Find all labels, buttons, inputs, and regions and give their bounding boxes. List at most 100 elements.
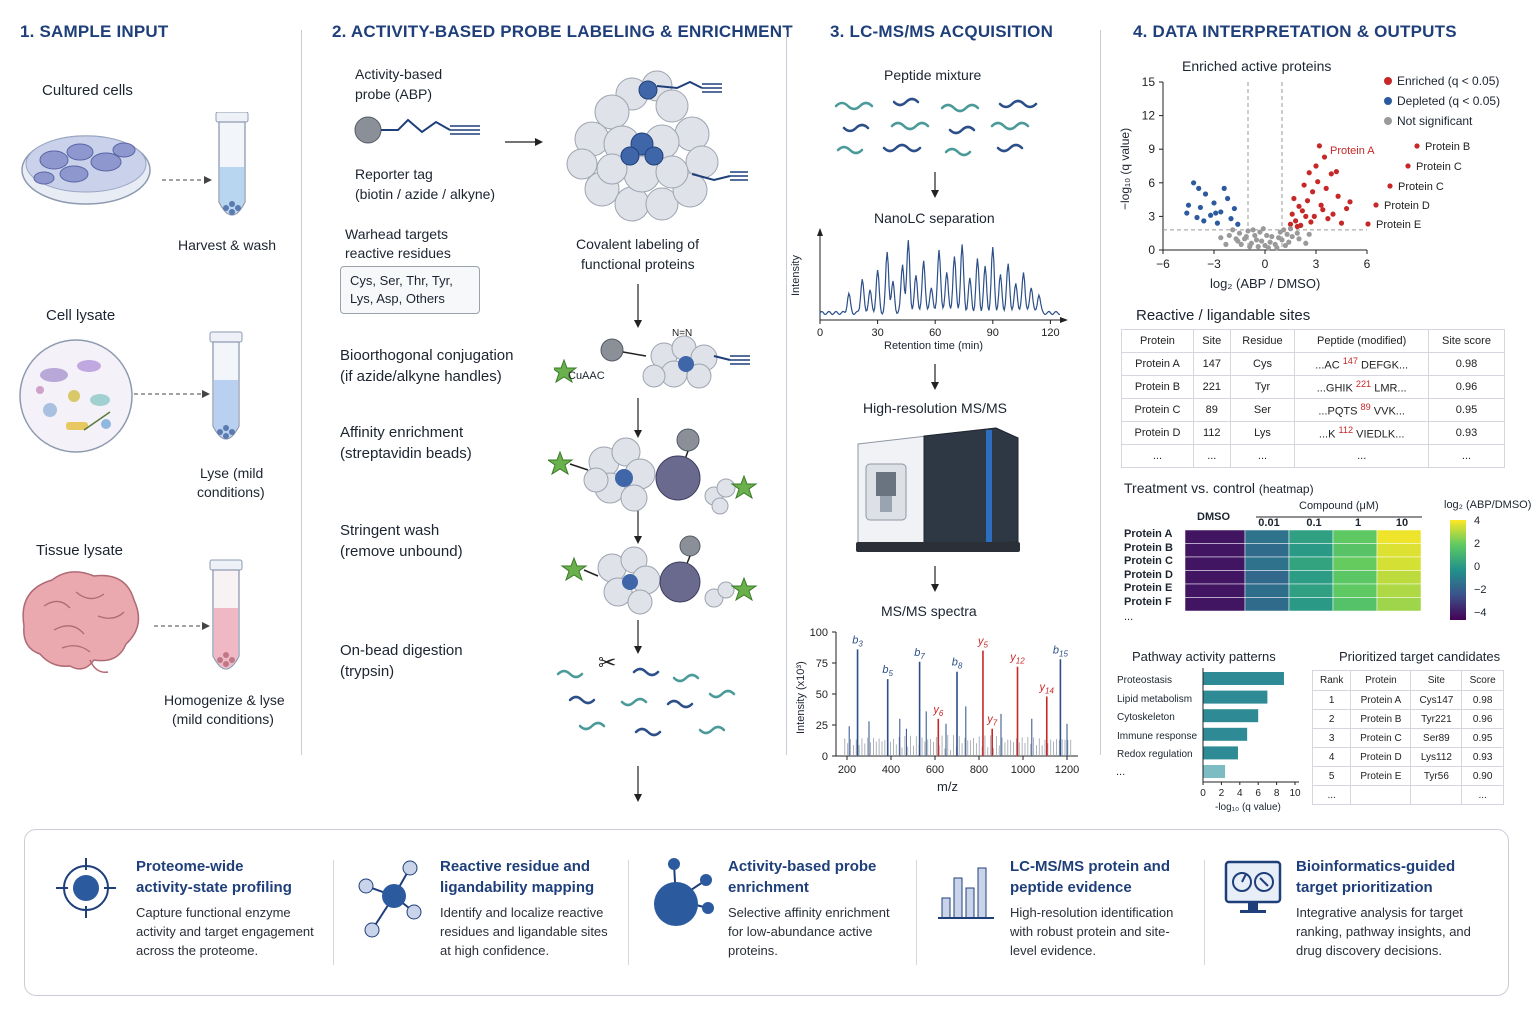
table-cell: Ser: [1229, 398, 1296, 422]
divider: [786, 30, 787, 755]
feature-desc: level evidence.: [1010, 943, 1096, 958]
table-cell: ...: [1428, 444, 1505, 468]
heatmap-dmso-label: DMSO: [1197, 511, 1230, 523]
heatmap-cell: [1185, 543, 1246, 558]
heatmap-cell: [1288, 556, 1334, 571]
residues-text: Cys, Ser, Thr, Tyr,: [350, 273, 453, 288]
pathway-bar: [1203, 727, 1248, 741]
heatmap-cell: [1288, 583, 1334, 598]
table-cell: 221: [1192, 375, 1231, 399]
pathway-xlabel: -log₁₀ (q value): [1215, 802, 1281, 813]
pathway-category-label: Cytoskeleton: [1117, 712, 1175, 724]
divider: [628, 860, 629, 965]
feature-desc: across the proteome.: [136, 943, 259, 958]
feature-desc: residues and ligandable sites: [440, 924, 608, 939]
volcano-point: [1184, 210, 1190, 216]
protein-label: Protein D: [1384, 200, 1430, 212]
ion-label: b7: [914, 647, 925, 661]
ion-label: b8: [952, 657, 963, 671]
volcano-point: [1293, 218, 1299, 224]
volcano-point: [1236, 230, 1243, 236]
volcano-point: [1335, 193, 1341, 199]
heatmap-bracket: [1256, 516, 1422, 518]
table-cell: Protein D: [1350, 747, 1412, 767]
table-cell: ...: [1294, 444, 1429, 468]
table-cell: ...: [1461, 785, 1504, 805]
table-cell: [1350, 785, 1412, 805]
cell-lysate-illustration: [19, 331, 243, 453]
pathway-category-label: Redox regulation: [1117, 749, 1193, 761]
volcano-point: [1252, 232, 1258, 239]
reporter-tag-label: (biotin / azide / alkyne): [355, 186, 496, 202]
peptide-cell: ...PQTS 89 VVK...: [1294, 398, 1429, 422]
heatmap-col-label: 0.01: [1258, 517, 1280, 529]
pathway-title: Pathway activity patterns: [1132, 649, 1276, 664]
table-cell: Tyr: [1229, 375, 1296, 399]
heatmap-cell: [1332, 530, 1378, 544]
volcano-point: [1313, 163, 1319, 169]
volcano-point: [1294, 230, 1300, 236]
volcano-point: [1328, 171, 1334, 177]
table-cell: 89: [1192, 398, 1231, 422]
table-cell: Protein A: [1350, 690, 1412, 710]
y-tick-label: 25: [816, 720, 828, 732]
table-row: 2 Protein B Tyr221 0.96: [1311, 709, 1504, 729]
x-tick-label: 30: [871, 327, 883, 339]
volcano-title: Enriched active proteins: [1182, 58, 1332, 74]
ion-label: y7: [986, 714, 998, 728]
volcano-point: [1296, 236, 1302, 242]
feature-desc: proteins.: [728, 943, 778, 958]
volcano-point: [1185, 202, 1192, 208]
volcano-point: [1320, 207, 1326, 213]
reporter-tag-label: Reporter tag: [355, 166, 433, 182]
volcano-point: [1274, 245, 1280, 251]
volcano-point: [1250, 227, 1256, 233]
volcano-point: [1255, 244, 1261, 250]
peptide-mixture-illustration: [834, 97, 1038, 157]
volcano-point: [1202, 191, 1209, 197]
volcano-point: [1223, 241, 1229, 247]
x-tick-label: 2: [1219, 788, 1225, 799]
volcano-point: [1344, 205, 1350, 212]
y-tick-label: 0: [1148, 243, 1155, 257]
highlighted-point: [1414, 143, 1420, 149]
ion-index: 6: [939, 709, 944, 718]
abp-label: Activity-based: [355, 66, 443, 82]
table-row: Protein A 147 Cys ...AC 147 DEFGK... 0.98: [1121, 352, 1505, 376]
table-cell: Tyr221: [1410, 709, 1463, 729]
volcano-point: [1213, 210, 1219, 216]
divider: [1100, 30, 1101, 755]
pathway-chart: 0 2 4 6 8 10: [1200, 668, 1301, 799]
ion-index: 7: [993, 719, 998, 728]
volcano-point: [1262, 242, 1268, 249]
heatmap-cell: [1244, 556, 1290, 571]
highlighted-point: [1373, 202, 1379, 208]
y-tick-label: 50: [816, 689, 828, 701]
table-cell: 2: [1311, 709, 1352, 729]
feature-desc: for low-abundance active: [728, 924, 873, 939]
table-cell: Protein C: [1350, 728, 1412, 748]
peptide-seq: ...AC: [1315, 359, 1343, 372]
table-row: 4 Protein D Lys112 0.93: [1311, 747, 1504, 767]
y-tick-label: 9: [1148, 142, 1155, 156]
ion-index: 15: [1059, 649, 1068, 658]
feature-title: peptide evidence: [1010, 879, 1132, 896]
volcano-point: [1333, 169, 1339, 175]
x-tick-label: 10: [1289, 788, 1301, 799]
pathway-category-label: Immune response: [1117, 730, 1198, 742]
peptide-cell: ...AC 147 DEFGK...: [1294, 352, 1429, 376]
volcano-point: [1218, 235, 1224, 241]
volcano-point: [1235, 221, 1241, 227]
feature-desc: drug discovery decisions.: [1296, 943, 1442, 958]
table-row: Protein C 89 Ser ...PQTS 89 VVK... 0.95: [1121, 398, 1505, 422]
volcano-point: [1226, 232, 1232, 239]
volcano-point: [1269, 233, 1275, 240]
table-cell: 0.98: [1461, 690, 1504, 710]
cuaac-label: CuAAC: [568, 370, 605, 382]
volcano-point: [1276, 235, 1282, 241]
protein-label: Protein E: [1376, 219, 1421, 231]
mass-spectrometer-illustration: [856, 427, 1020, 552]
volcano-point: [1201, 218, 1207, 224]
modified-residue: 221: [1355, 379, 1372, 390]
y-tick-label: 0: [822, 751, 828, 763]
